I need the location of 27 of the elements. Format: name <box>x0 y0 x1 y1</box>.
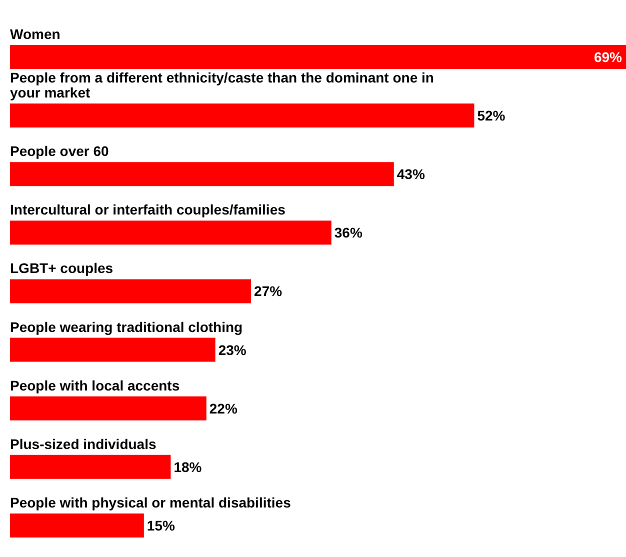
data-label: 18% <box>174 458 202 475</box>
data-label: 22% <box>209 400 238 416</box>
y-tick-label: Women <box>10 26 60 42</box>
y-tick-label: People with local accents <box>10 377 180 394</box>
bar <box>10 454 171 479</box>
bar <box>10 338 216 362</box>
bar <box>10 45 626 69</box>
bar <box>10 104 474 128</box>
data-label: 69% <box>594 49 623 65</box>
bar <box>10 279 252 304</box>
bar <box>10 162 394 186</box>
y-tick-label: People wearing traditional clothing <box>10 318 243 335</box>
data-label: 27% <box>254 283 283 300</box>
bar <box>10 513 144 538</box>
data-label: 36% <box>334 224 363 241</box>
data-label: 52% <box>477 108 506 124</box>
y-tick-label: People over 60 <box>10 143 110 160</box>
y-tick-label: Intercultural or interfaith couples/families <box>10 202 286 218</box>
y-tick-label: People from a different ethnicity/caste than the dominant one in your market <box>10 70 434 101</box>
data-label: 23% <box>218 342 247 358</box>
y-tick-label: LGBT+ couples <box>10 260 114 276</box>
bar <box>10 220 332 245</box>
data-label: 15% <box>146 517 176 534</box>
y-tick-label: Plus-sized individuals <box>10 436 156 452</box>
bar <box>10 396 206 420</box>
data-label: 43% <box>396 166 426 182</box>
y-tick-label: People with physical or mental disabilities <box>10 494 292 510</box>
